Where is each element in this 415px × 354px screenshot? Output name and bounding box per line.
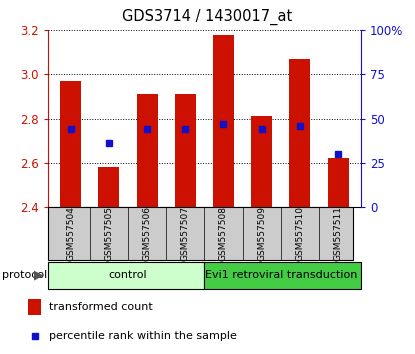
Bar [327, 159, 349, 207]
Text: percentile rank within the sample: percentile rank within the sample [49, 331, 237, 341]
Text: GSM557508: GSM557508 [219, 206, 228, 261]
Text: GDS3714 / 1430017_at: GDS3714 / 1430017_at [122, 9, 293, 25]
Bar [205, 262, 361, 289]
Bar [251, 116, 272, 207]
Bar [175, 94, 196, 207]
Text: GSM557504: GSM557504 [66, 206, 75, 261]
Text: ▶: ▶ [34, 269, 44, 282]
Text: GSM557507: GSM557507 [181, 206, 190, 261]
Text: Evi1 retroviral transduction: Evi1 retroviral transduction [205, 270, 357, 280]
Text: protocol: protocol [2, 270, 47, 280]
Text: GSM557506: GSM557506 [143, 206, 151, 261]
Text: control: control [109, 270, 147, 280]
Bar [289, 59, 310, 207]
Text: GSM557510: GSM557510 [295, 206, 305, 261]
Bar [48, 262, 205, 289]
Text: GSM557505: GSM557505 [104, 206, 113, 261]
Bar [98, 167, 120, 207]
Bar [137, 94, 158, 207]
Text: transformed count: transformed count [49, 302, 153, 313]
Bar [60, 81, 81, 207]
Text: GSM557509: GSM557509 [257, 206, 266, 261]
Text: GSM557511: GSM557511 [334, 206, 343, 261]
Bar [28, 299, 42, 315]
Bar [213, 34, 234, 207]
